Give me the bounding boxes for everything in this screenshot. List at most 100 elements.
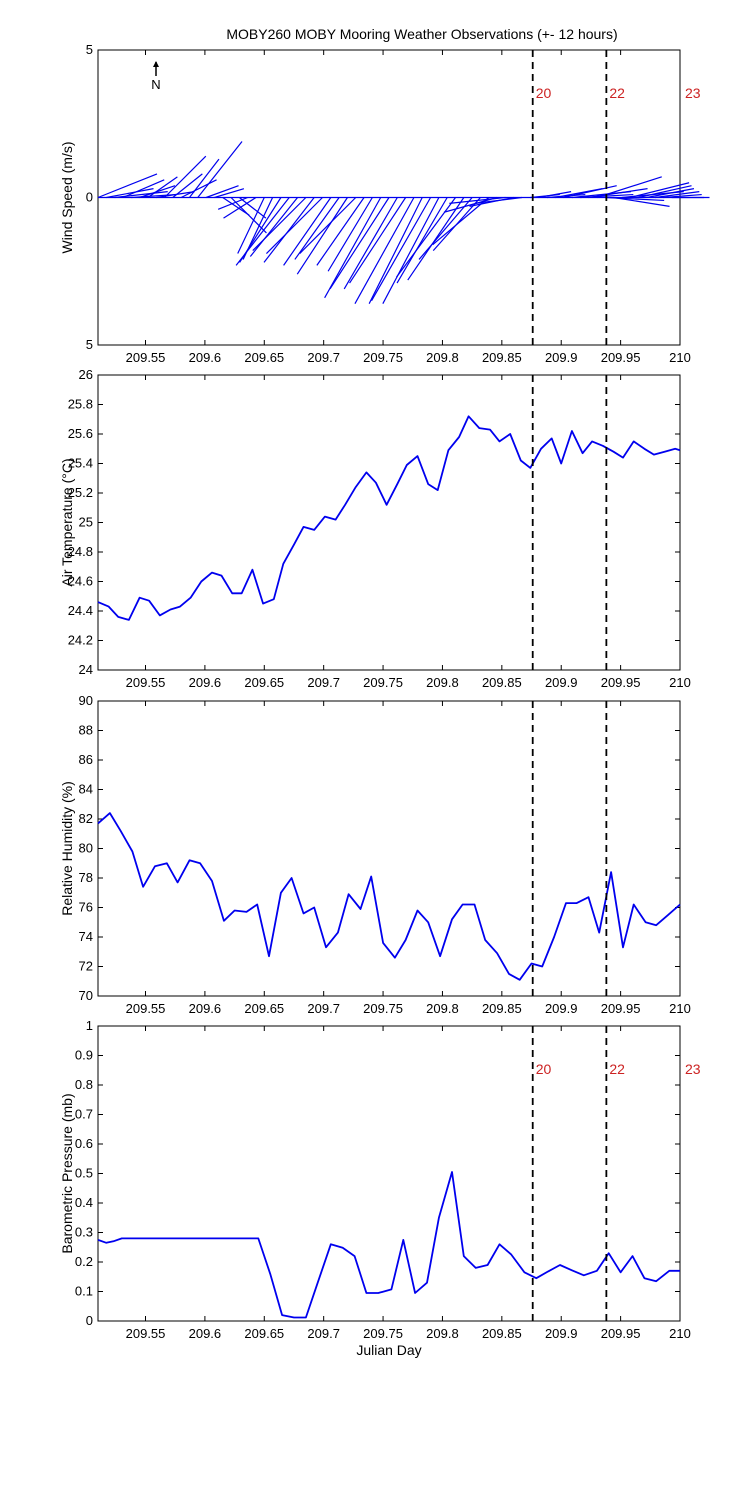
y-tick-label: 26 — [79, 367, 93, 382]
x-tick-label: 209.95 — [601, 1001, 641, 1016]
wind-vector — [407, 197, 465, 281]
wind-vector — [396, 197, 448, 284]
y-axis-label: Air Temperature (°C) — [59, 458, 75, 586]
y-tick-label: 86 — [79, 752, 93, 767]
wind-vector — [217, 196, 248, 210]
wind-vector — [249, 197, 299, 257]
y-tick-label: 0.1 — [75, 1284, 93, 1299]
wind-vector — [223, 196, 257, 219]
axes-frame — [97, 700, 681, 997]
y-tick-label: 0.4 — [75, 1195, 93, 1210]
x-tick-label: 209.75 — [363, 350, 403, 365]
y-axis-label: Wind Speed (m/s) — [59, 141, 75, 253]
x-tick-label: 209.85 — [482, 1326, 522, 1341]
x-tick-label: 209.55 — [126, 1001, 166, 1016]
x-tick-label: 209.6 — [189, 1326, 222, 1341]
wind-vector — [197, 141, 243, 198]
y-tick-label: 70 — [79, 988, 93, 1003]
y-tick-label: 5 — [86, 337, 93, 352]
wind-vector — [596, 176, 662, 199]
axes-frame — [97, 1025, 681, 1322]
north-arrow-icon — [153, 61, 159, 67]
x-tick-label: 209.7 — [307, 1326, 340, 1341]
y-tick-label: 0.3 — [75, 1225, 93, 1240]
wind-vector — [646, 188, 695, 199]
series-line-1 — [97, 415, 681, 621]
x-tick-label: 209.95 — [601, 350, 641, 365]
wind-vector — [156, 191, 195, 199]
x-tick-label: 209.6 — [189, 1001, 222, 1016]
time-marker-label: 22 — [609, 1061, 625, 1077]
wind-vector — [432, 197, 490, 246]
x-tick-label: 209.55 — [126, 350, 166, 365]
wind-vector — [97, 173, 158, 199]
wind-vector — [299, 197, 357, 254]
wind-vector — [343, 197, 398, 290]
y-tick-label: 76 — [79, 900, 93, 915]
panel-1: 209.55 209.6 209.65 209.7 209.75 209.8 209.85 2… — [59, 42, 710, 365]
time-marker-label: 20 — [536, 1061, 552, 1077]
wind-vector — [368, 197, 423, 304]
y-tick-label: 24.2 — [68, 633, 93, 648]
wind-vector — [654, 191, 700, 199]
x-tick-label: 210 — [669, 350, 691, 365]
x-tick-label: 210 — [669, 1001, 691, 1016]
y-tick-label: 90 — [79, 693, 93, 708]
y-tick-label: 88 — [79, 723, 93, 738]
wind-vector — [396, 197, 456, 278]
y-tick-label: 0.2 — [75, 1254, 93, 1269]
wind-vector — [329, 197, 390, 290]
wind-vector — [443, 196, 498, 213]
wind-vector — [629, 182, 690, 199]
wind-vector — [122, 179, 165, 199]
x-tick-label: 209.8 — [426, 1001, 459, 1016]
y-tick-label: 25.8 — [68, 397, 93, 412]
panel-2: 209.55 209.6 209.65 209.7 209.75 209.8 209.85 2… — [59, 367, 691, 690]
x-tick-label: 209.9 — [545, 1326, 578, 1341]
y-tick-label: 84 — [79, 782, 93, 797]
wind-vector — [238, 197, 267, 219]
wind-vector — [230, 197, 267, 234]
wind-vector — [316, 197, 365, 266]
x-tick-label: 209.65 — [244, 1001, 284, 1016]
y-tick-label: 25 — [79, 515, 93, 530]
wind-vector — [371, 197, 432, 302]
wind-vector — [106, 188, 154, 199]
x-tick-label: 209.55 — [126, 1326, 166, 1341]
wind-vector — [252, 197, 307, 252]
figure-title: MOBY260 MOBY Mooring Weather Observation… — [226, 26, 617, 42]
wind-vector — [283, 197, 332, 266]
y-tick-label: 24.4 — [68, 603, 93, 618]
series-line-1 — [97, 812, 681, 981]
x-tick-label: 209.95 — [601, 675, 641, 690]
wind-vector — [327, 197, 373, 272]
y-tick-label: 72 — [79, 959, 93, 974]
y-tick-label: 82 — [79, 811, 93, 826]
x-tick-label: 209.75 — [363, 675, 403, 690]
y-tick-label: 74 — [79, 929, 93, 944]
y-tick-label: 80 — [79, 841, 93, 856]
y-tick-label: 25.4 — [68, 456, 93, 471]
wind-vector — [235, 197, 290, 266]
x-tick-label: 209.85 — [482, 350, 522, 365]
wind-vector — [296, 197, 348, 275]
wind-vector — [214, 188, 245, 199]
x-tick-label: 209.9 — [545, 675, 578, 690]
y-tick-label: 0.8 — [75, 1077, 93, 1092]
time-marker-label: 22 — [609, 85, 625, 101]
x-tick-label: 209.85 — [482, 675, 522, 690]
x-tick-label: 209.8 — [426, 1326, 459, 1341]
x-tick-label: 209.7 — [307, 675, 340, 690]
wind-vector — [114, 191, 168, 199]
x-tick-label: 209.6 — [189, 675, 222, 690]
y-tick-label: 0.5 — [75, 1166, 93, 1181]
time-marker-label: 20 — [536, 85, 552, 101]
wind-vector — [294, 197, 340, 260]
y-tick-label: 1 — [86, 1018, 93, 1033]
x-tick-label: 209.65 — [244, 1326, 284, 1341]
wind-vector — [538, 191, 572, 199]
y-tick-label: 78 — [79, 870, 93, 885]
wind-vector — [180, 179, 217, 199]
x-tick-label: 209.6 — [189, 350, 222, 365]
